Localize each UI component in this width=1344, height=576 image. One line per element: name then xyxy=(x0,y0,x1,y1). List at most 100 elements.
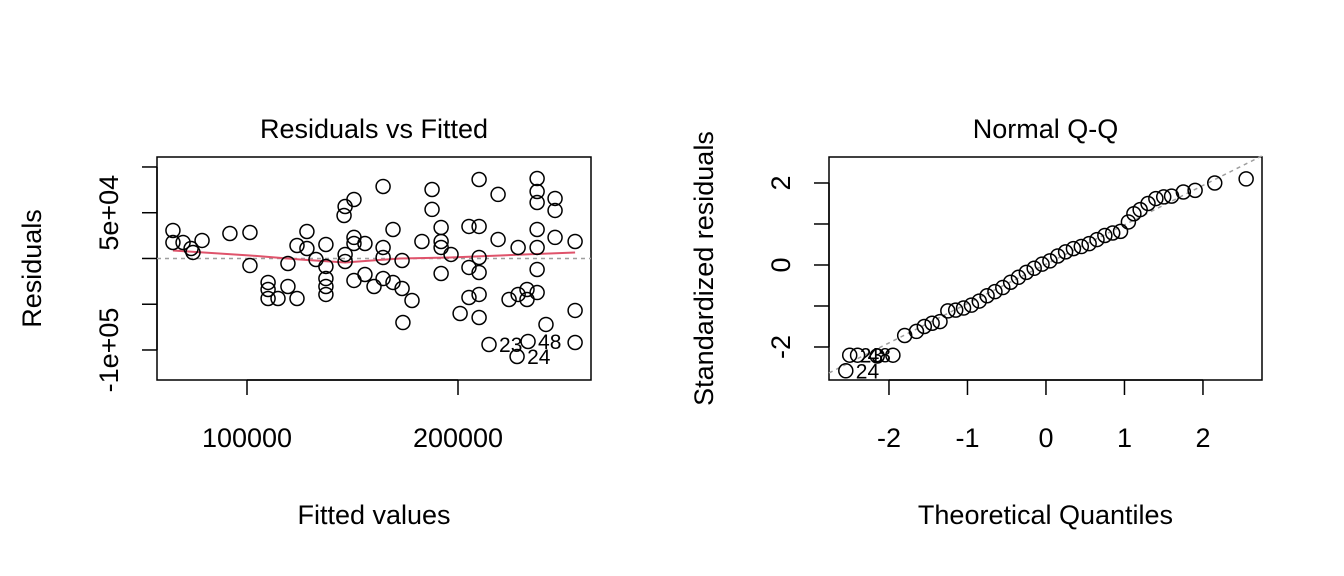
point xyxy=(433,233,449,250)
point xyxy=(841,347,858,363)
point xyxy=(1065,240,1082,257)
chart-title: Residuals vs Fitted xyxy=(260,114,488,144)
point xyxy=(520,333,536,350)
point xyxy=(1238,171,1254,187)
point xyxy=(940,303,956,319)
point xyxy=(838,363,854,379)
point xyxy=(222,225,238,242)
point xyxy=(1104,225,1121,241)
point xyxy=(567,334,583,351)
point xyxy=(471,309,487,326)
point-label: 48 xyxy=(538,331,561,354)
y-tick-label: -1e+05 xyxy=(94,308,124,393)
y-tick-label: 5e+04 xyxy=(94,175,124,251)
point xyxy=(529,261,545,278)
point xyxy=(1002,274,1019,290)
point xyxy=(318,286,334,303)
point xyxy=(1042,253,1058,269)
point xyxy=(932,313,948,330)
point xyxy=(424,201,440,218)
point xyxy=(357,235,373,252)
point xyxy=(242,257,258,274)
point xyxy=(510,239,526,256)
point xyxy=(529,239,545,256)
y-tick-label: 2 xyxy=(766,175,796,190)
point xyxy=(1175,184,1192,200)
x-axis-title: Theoretical Quantiles xyxy=(918,500,1173,530)
point xyxy=(433,219,449,236)
x-tick-label: 1 xyxy=(1117,423,1132,453)
point xyxy=(916,318,933,335)
point xyxy=(547,229,563,246)
point xyxy=(194,232,210,249)
point xyxy=(1132,201,1148,218)
point xyxy=(414,233,430,250)
point xyxy=(318,258,334,275)
point xyxy=(260,290,276,307)
point xyxy=(885,347,901,363)
point xyxy=(547,190,563,207)
point xyxy=(394,252,410,269)
x-tick-label: -2 xyxy=(877,423,901,453)
point xyxy=(1089,231,1105,248)
point xyxy=(404,292,420,309)
point xyxy=(1073,238,1090,255)
point xyxy=(519,281,535,298)
point xyxy=(461,259,477,276)
point xyxy=(260,281,276,298)
point xyxy=(490,186,506,203)
point-label: 23 xyxy=(499,334,522,357)
point xyxy=(337,198,353,215)
point xyxy=(357,266,373,283)
point xyxy=(346,272,362,289)
point xyxy=(452,305,468,322)
point xyxy=(869,348,885,364)
point xyxy=(1206,175,1223,191)
point xyxy=(509,348,525,365)
plot-frame xyxy=(828,156,1263,381)
x-tick-label: 0 xyxy=(1038,423,1053,453)
point xyxy=(501,291,517,308)
smooth-line xyxy=(172,249,576,264)
point xyxy=(242,224,258,241)
point xyxy=(289,290,305,307)
reference-line xyxy=(828,155,1263,374)
y-axis-title: Standardized residuals xyxy=(689,131,719,406)
plot-frame xyxy=(156,156,592,381)
point xyxy=(385,221,401,238)
y-axis-title: Residuals xyxy=(17,209,47,328)
point xyxy=(490,231,506,248)
point xyxy=(1187,182,1203,199)
point xyxy=(424,181,440,198)
x-tick-label: -1 xyxy=(955,423,979,453)
y-tick-label: -2 xyxy=(766,335,796,359)
chart-title: Normal Q-Q xyxy=(973,114,1119,144)
point-label: 24 xyxy=(527,346,551,369)
point xyxy=(175,234,191,251)
point xyxy=(337,253,353,270)
point xyxy=(336,207,352,224)
point xyxy=(366,278,382,295)
x-tick-label: 200000 xyxy=(413,423,503,453)
point xyxy=(375,270,391,287)
point xyxy=(299,223,315,240)
point xyxy=(461,218,477,235)
point xyxy=(471,171,487,188)
point-label: 23 xyxy=(860,345,883,368)
x-tick-label: 2 xyxy=(1195,423,1210,453)
point xyxy=(346,229,362,246)
point-label: 48 xyxy=(868,345,891,368)
point xyxy=(567,233,583,250)
point xyxy=(394,280,410,297)
point xyxy=(433,239,449,256)
point xyxy=(318,236,334,253)
point xyxy=(908,323,925,340)
point xyxy=(1081,235,1097,252)
point xyxy=(471,218,487,235)
point xyxy=(346,191,362,208)
point xyxy=(346,235,362,252)
point xyxy=(337,246,353,263)
point xyxy=(270,290,286,307)
point xyxy=(280,255,296,272)
